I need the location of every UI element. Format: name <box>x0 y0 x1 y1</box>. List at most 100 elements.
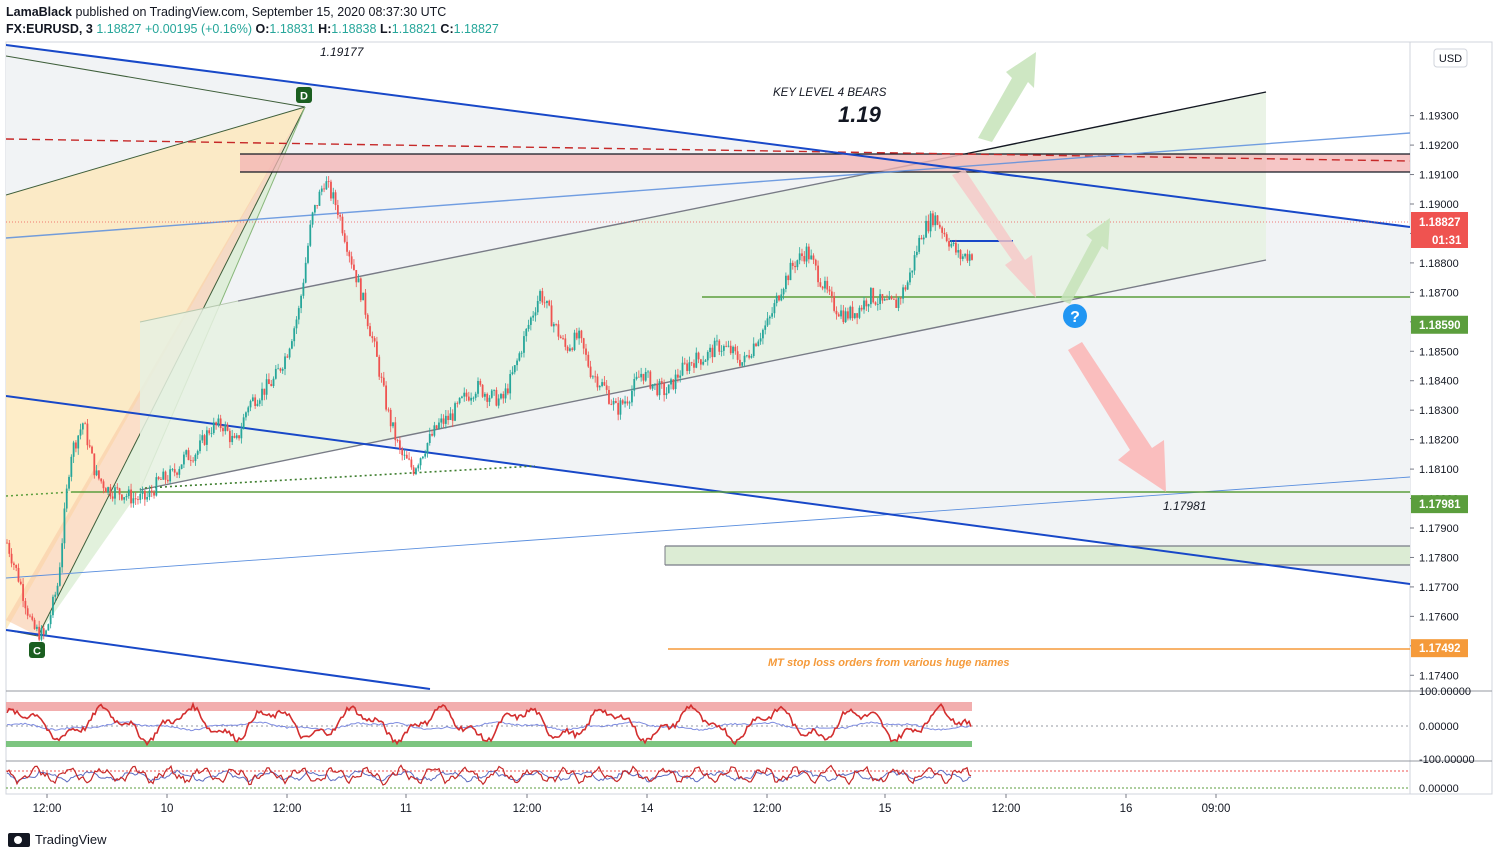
candle-body <box>336 205 339 215</box>
candle-body <box>596 376 599 388</box>
candle-body <box>966 253 969 261</box>
candle-body <box>932 213 934 226</box>
candle-body <box>697 352 700 360</box>
currency-button-frame[interactable] <box>1433 48 1468 68</box>
candle-body <box>872 288 875 303</box>
light-blue-trendline-upper <box>6 132 1410 239</box>
candle-body <box>79 429 82 436</box>
candle-body <box>58 567 61 586</box>
candle-body <box>366 314 369 327</box>
candle-body <box>711 347 714 358</box>
candle-body <box>431 433 433 436</box>
candle-body <box>109 487 112 497</box>
candle-body <box>617 402 620 415</box>
candle-body <box>88 445 91 447</box>
candle-body <box>130 489 132 504</box>
candle-body <box>768 316 771 319</box>
candle-body <box>702 361 705 365</box>
candle-body <box>690 362 693 364</box>
pattern-leg-xa <box>6 55 306 108</box>
candle-body <box>451 413 454 421</box>
candle-body <box>663 383 666 396</box>
candle-body <box>727 345 730 347</box>
price-tick-label: 1.18200 <box>1419 435 1459 447</box>
candle-body <box>350 256 353 265</box>
candle-body <box>594 376 597 378</box>
candle-body <box>803 256 806 262</box>
candle-body <box>371 336 374 339</box>
candle-body <box>938 224 941 228</box>
candle-body <box>580 330 583 339</box>
candle-body <box>918 237 921 252</box>
candle-body <box>628 402 631 404</box>
candle-body <box>180 464 183 469</box>
candle-body <box>442 418 445 424</box>
candle-body <box>10 553 13 564</box>
pattern-point-c: C <box>33 646 41 658</box>
bull-arrow-mid <box>1060 218 1110 304</box>
candle-body <box>957 250 960 253</box>
candle-body <box>210 433 213 434</box>
candle-body <box>941 227 944 233</box>
candle-body <box>150 490 153 493</box>
candle-body <box>971 254 973 260</box>
ascending-channel-upper-extension <box>959 91 1267 156</box>
candle-body <box>357 278 360 283</box>
candle-body <box>382 377 385 386</box>
candle-body <box>245 412 247 418</box>
candle-body <box>826 280 829 290</box>
candle-body <box>183 454 185 465</box>
currency-button[interactable]: USD <box>1439 53 1462 65</box>
candle-body <box>674 374 677 390</box>
candle-body <box>164 471 167 480</box>
candle-body <box>376 341 378 357</box>
dashed-red-trendline <box>6 138 1410 162</box>
candle-body <box>679 375 682 378</box>
candle-body <box>258 400 261 404</box>
candle-body <box>323 188 325 190</box>
candle-body <box>392 422 394 427</box>
candle-body <box>116 487 119 489</box>
publish-line: LamaBlack published on TradingView.com, … <box>6 5 446 19</box>
candle-body <box>166 479 169 482</box>
candle-body <box>780 294 783 301</box>
candle-body <box>398 440 401 449</box>
candle-body <box>81 423 84 430</box>
candle-body <box>470 397 473 401</box>
candle-body <box>573 332 576 350</box>
candle-body <box>520 352 523 354</box>
candle-body <box>713 340 716 358</box>
candlestick-series <box>6 176 973 642</box>
candle-body <box>511 372 514 375</box>
candle-body <box>84 423 87 425</box>
candle-body <box>890 296 893 299</box>
current-price-value: 1.18827 <box>1419 217 1461 229</box>
price-tick-label: 1.18500 <box>1419 346 1459 358</box>
candle-body <box>33 619 36 629</box>
price-axis[interactable]: 1.174001.175001.176001.177001.178001.179… <box>1410 111 1459 683</box>
candle-body <box>316 205 319 206</box>
countdown-tag <box>1411 231 1468 248</box>
candle-body <box>320 188 323 192</box>
candle-body <box>539 291 541 301</box>
candle-body <box>557 324 560 337</box>
candle-body <box>851 306 854 319</box>
symbol-label[interactable]: FX:EURUSD, 3 <box>6 22 93 36</box>
candle-body <box>353 264 355 271</box>
candle-body <box>810 255 813 260</box>
time-axis[interactable]: 12:00 10 12:00 11 12:00 14 12:00 15 12:00 16 09:00 <box>33 794 1231 815</box>
candle-body <box>47 624 50 631</box>
candle-body <box>704 360 707 362</box>
candle-body <box>35 626 38 629</box>
candle-body <box>525 328 528 337</box>
author-name[interactable]: LamaBlack <box>6 5 73 19</box>
question-icon[interactable] <box>1063 304 1087 328</box>
footer-brand-name[interactable]: TradingView <box>35 832 107 847</box>
osc2-tick-zero: 0.00000 <box>1419 783 1459 795</box>
candle-body <box>612 400 615 405</box>
candle-body <box>582 338 585 349</box>
candle-body <box>739 359 741 366</box>
candle-body <box>506 388 509 394</box>
candle-body <box>70 456 73 477</box>
